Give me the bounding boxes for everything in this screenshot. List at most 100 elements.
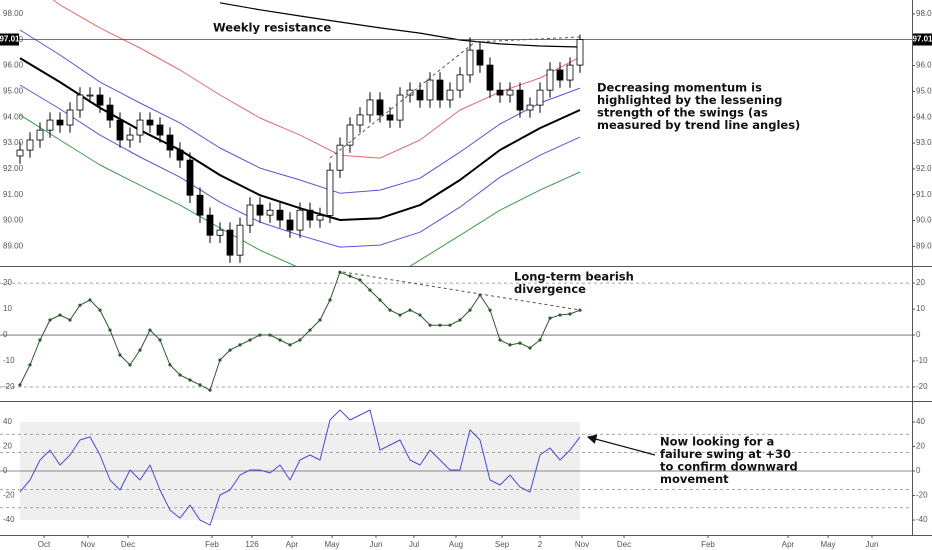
indicator-dot (188, 378, 192, 382)
y-tick-label: 90.00 (3, 216, 24, 225)
candle-body (436, 79, 444, 101)
indicator-dot (368, 288, 372, 292)
candle-body (536, 89, 544, 106)
y-tick-label: 20 (916, 278, 925, 287)
candle-body (266, 209, 274, 216)
candle-body (326, 169, 334, 216)
indicator-dot (398, 313, 402, 317)
y-tick-label: 0 (3, 330, 8, 339)
arrow (586, 434, 656, 456)
indicator-dot (258, 333, 262, 337)
x-tick-label: Jun (866, 540, 879, 549)
candle-body (66, 109, 74, 126)
x-tick-label: Oct (38, 540, 51, 549)
candle-body (486, 64, 494, 91)
indicator-dot (278, 338, 282, 342)
indicator-dot (158, 338, 162, 342)
candle-body (296, 209, 304, 231)
price-box (913, 33, 932, 46)
moving-average (19, 114, 581, 266)
x-tick-label: 126 (245, 540, 259, 549)
trend-line (329, 41, 476, 159)
indicator-dot (408, 308, 412, 312)
indicator-dot (78, 303, 82, 307)
indicator-dot (268, 333, 272, 337)
x-tick-label: May (324, 540, 339, 549)
candle-body (346, 124, 354, 146)
annotation: divergence (514, 282, 586, 296)
indicator-dot (108, 328, 112, 332)
candle-body (366, 99, 374, 116)
y-tick-label: 93.00 (916, 138, 932, 147)
indicator-dot (128, 363, 132, 367)
indicator-dot (518, 341, 522, 345)
y-tick-label: 0 (3, 466, 8, 475)
candle-body (336, 144, 344, 171)
indicator-dot (528, 346, 532, 350)
y-tick-label: 89.00 (916, 241, 932, 250)
x-tick-label: Apr (286, 540, 299, 549)
indicator-dot (18, 383, 22, 387)
indicator-dot (458, 318, 462, 322)
indicator-dot (218, 358, 222, 362)
candle-body (426, 79, 434, 101)
indicator-dot (338, 270, 342, 274)
indicator-dot (208, 388, 212, 392)
annotation: movement (660, 472, 729, 486)
candle-body (446, 89, 454, 101)
y-tick-label: 40 (3, 417, 12, 426)
indicator-dot (538, 338, 542, 342)
candle-body (406, 89, 414, 96)
candle-body (506, 89, 514, 96)
annotation: measured by trend line angles) (597, 118, 800, 132)
indicator-dot (558, 313, 562, 317)
x-tick-label: Feb (205, 540, 219, 549)
moving-average (19, 29, 581, 194)
y-tick-label: -40 (3, 515, 15, 524)
candle-body (496, 89, 504, 96)
candle-body (516, 89, 524, 111)
x-tick-label: Apr (782, 540, 795, 549)
indicator-dot (28, 363, 32, 367)
x-tick-label: Jul (409, 540, 419, 549)
candle-body (466, 49, 474, 76)
x-tick-label: 2 (538, 540, 543, 549)
indicator-dot (238, 343, 242, 347)
indicator-dot (448, 323, 452, 327)
indicator-dot (318, 318, 322, 322)
indicator-dot (418, 313, 422, 317)
panel (0, 270, 912, 392)
candle-body (546, 69, 554, 91)
candle-body (26, 139, 34, 151)
indicator-dot (88, 298, 92, 302)
indicator-dot (48, 318, 52, 322)
y-tick-label: 92.00 (916, 164, 932, 173)
y-tick-label: 91.00 (916, 190, 932, 199)
y-tick-label: 10 (916, 304, 925, 313)
candle-body (176, 149, 184, 161)
y-tick-label: -20 (916, 382, 928, 391)
candle-body (86, 94, 94, 97)
x-tick-label: Feb (701, 540, 715, 549)
x-tick-label: Nov (81, 540, 95, 549)
candle-body (166, 134, 174, 151)
price-box (0, 33, 19, 46)
y-tick-label: 95.00 (3, 87, 24, 96)
annotation: to confirm downward (660, 460, 798, 474)
y-tick-label: 94.00 (916, 112, 932, 121)
indicator-dot (118, 353, 122, 357)
candle-body (306, 209, 314, 221)
annotation: Decreasing momentum is (597, 81, 762, 95)
candle-body (566, 64, 574, 81)
indicator-dot (308, 328, 312, 332)
y-tick-label: 20 (916, 442, 925, 451)
candle-body (526, 104, 534, 111)
annotation: Weekly resistance (213, 21, 331, 35)
candle-body (376, 99, 384, 116)
candle-body (96, 94, 104, 106)
candle-body (236, 224, 244, 256)
candle-body (216, 229, 224, 236)
moving-average (219, 2, 581, 48)
candle-body (226, 229, 234, 256)
